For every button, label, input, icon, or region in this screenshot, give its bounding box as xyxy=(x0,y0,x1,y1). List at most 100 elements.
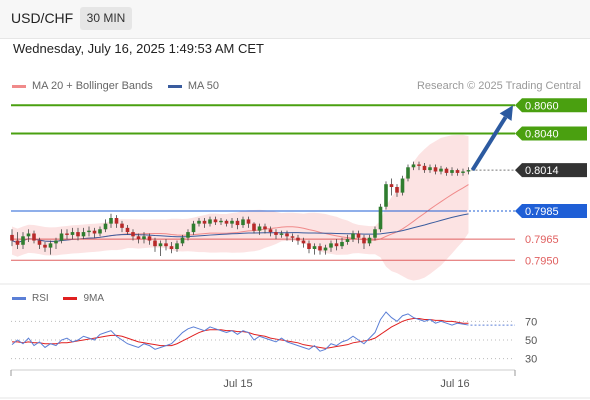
rsi-level-label-0: 70 xyxy=(525,316,537,328)
candle-body xyxy=(26,233,31,237)
candle-body xyxy=(257,226,262,231)
x-tick-label-0: Jul 15 xyxy=(223,378,252,390)
ma50-line xyxy=(11,213,469,244)
candle-body xyxy=(351,233,355,240)
ma20-swatch xyxy=(12,84,26,88)
candle-body xyxy=(158,243,163,247)
candle-body xyxy=(224,220,229,224)
candle-body xyxy=(296,237,300,241)
candle-body xyxy=(406,167,410,179)
candle-body xyxy=(213,219,218,223)
candle-body xyxy=(197,220,201,224)
candle-body xyxy=(164,243,168,247)
candle-body xyxy=(340,241,344,247)
candle-body xyxy=(15,240,20,245)
candle-body xyxy=(323,247,328,251)
timeframe-button[interactable]: 30 MIN xyxy=(80,7,132,30)
candle-body xyxy=(21,236,25,245)
candle-body xyxy=(466,170,471,172)
candle-body xyxy=(378,206,383,230)
candle-body xyxy=(147,236,152,241)
target-arrow-shaft xyxy=(470,116,508,172)
ma9-swatch xyxy=(63,296,78,300)
candle-body xyxy=(208,219,212,224)
candle-body xyxy=(384,184,388,207)
resistance-value-0: 0.8060 xyxy=(525,100,559,112)
ma50-swatch xyxy=(167,84,182,88)
candle-body xyxy=(32,233,36,241)
candle-body xyxy=(329,243,333,248)
candle-body xyxy=(362,237,366,244)
candle-body xyxy=(345,239,350,242)
candle-body xyxy=(367,237,372,244)
rsi-ma9-line xyxy=(12,318,469,349)
candle-body xyxy=(395,187,399,193)
candle-body xyxy=(87,230,91,233)
candle-body xyxy=(131,232,135,237)
candle-body xyxy=(411,164,416,168)
credit-label: Research © 2025 Trading Central xyxy=(416,80,581,92)
price-legend: MA 20 + Bollinger Bands MA 50 xyxy=(12,80,219,92)
symbol-label: USD/CHF xyxy=(11,10,74,26)
candle-body xyxy=(54,240,58,244)
ma20-legend-label: MA 20 + Bollinger Bands xyxy=(32,80,153,92)
candle-body xyxy=(70,232,75,235)
candle-body xyxy=(444,168,449,173)
candle-body xyxy=(235,220,240,226)
candle-body xyxy=(241,219,245,226)
target-arrow-head xyxy=(499,105,513,121)
candle-body xyxy=(428,167,432,171)
candle-body xyxy=(109,218,113,224)
candle-body xyxy=(230,220,234,224)
candle-body xyxy=(125,227,130,233)
candle-body xyxy=(136,236,141,240)
ma9-legend-label: 9MA xyxy=(83,293,105,304)
candle-body xyxy=(439,168,443,172)
ma50-legend-label: MA 50 xyxy=(187,80,220,92)
candle-body xyxy=(43,244,47,248)
candle-body xyxy=(334,243,339,247)
resistance-tag-1 xyxy=(515,126,587,141)
rsi-level-label-2: 30 xyxy=(525,354,537,366)
candle-body xyxy=(356,233,361,238)
resistance-value-1: 0.8040 xyxy=(525,128,559,140)
candle-body xyxy=(389,184,394,187)
rsi-line xyxy=(11,311,469,352)
candle-body xyxy=(114,218,119,224)
candle-body xyxy=(450,170,454,173)
support-value-4: 0.7965 xyxy=(525,234,559,246)
bollinger-band xyxy=(12,134,469,281)
candle-body xyxy=(10,234,14,241)
candle-body xyxy=(279,233,284,235)
rsi-level-label-1: 50 xyxy=(525,335,537,347)
candle-body xyxy=(422,165,427,171)
pivot-tag-3 xyxy=(515,203,587,218)
candle-body xyxy=(180,237,185,244)
candle-body xyxy=(252,223,256,231)
candle-body xyxy=(48,243,53,248)
candle-body xyxy=(373,229,377,238)
candle-body xyxy=(400,178,405,193)
candle-body xyxy=(461,171,465,173)
candle-body xyxy=(301,240,306,244)
candle-body xyxy=(92,230,97,234)
rsi-legend: RSI 9MA xyxy=(12,293,104,304)
candle-body xyxy=(65,233,69,235)
candle-body xyxy=(290,236,295,238)
candle-body xyxy=(268,229,273,233)
candle-body xyxy=(219,220,223,223)
support-value-5: 0.7950 xyxy=(525,255,559,267)
candle-body xyxy=(98,229,102,234)
candle-body xyxy=(433,167,438,172)
pivot-value-3: 0.7985 xyxy=(525,206,559,218)
x-tick-label-1: Jul 16 xyxy=(440,378,469,390)
candle-body xyxy=(455,170,460,173)
rsi-swatch xyxy=(12,296,26,300)
rsi-legend-label: RSI xyxy=(32,293,49,304)
candle-body xyxy=(202,220,207,224)
date-label: Wednesday, July 16, 2025 1:49:53 AM CET xyxy=(13,41,264,56)
candle-body xyxy=(263,226,267,230)
candle-body xyxy=(191,223,196,233)
